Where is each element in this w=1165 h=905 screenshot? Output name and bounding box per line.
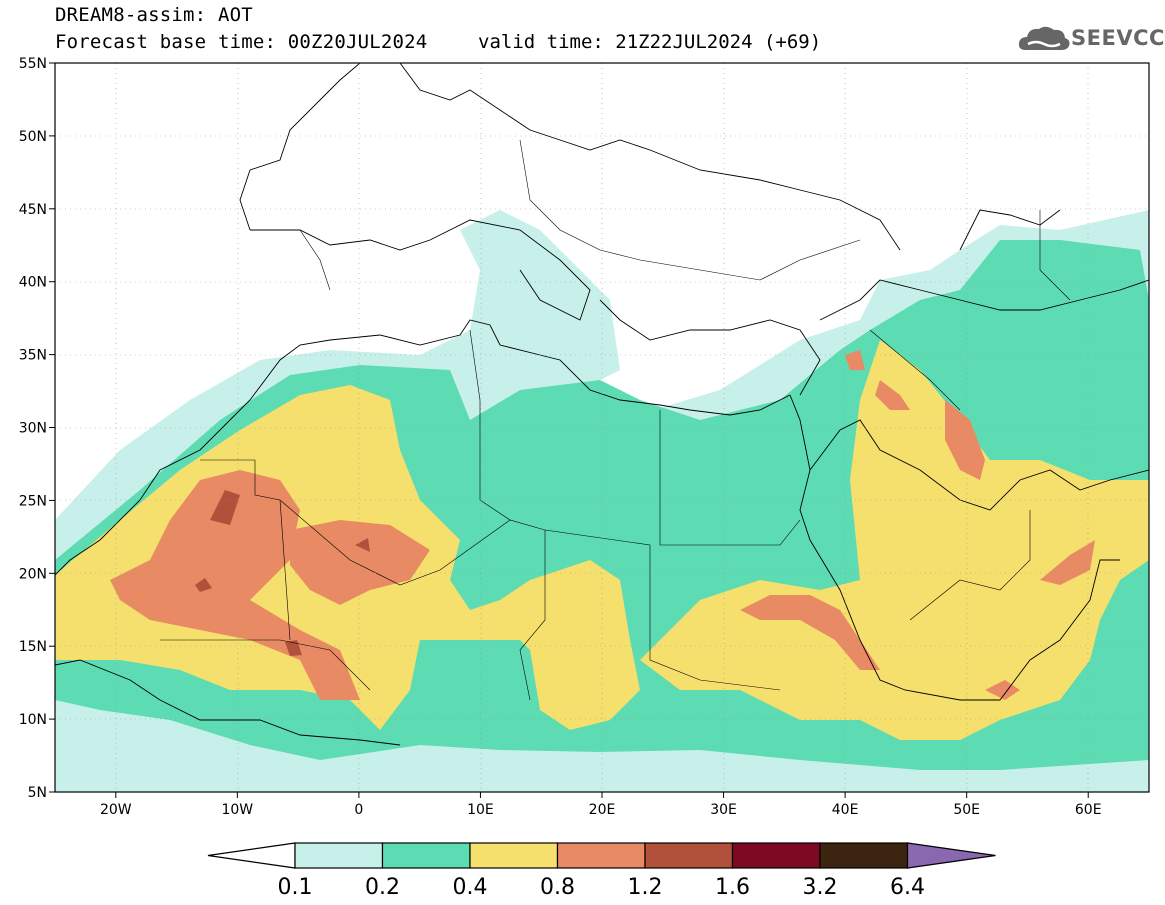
lat-label: 15N xyxy=(19,639,47,655)
colorbar-under-triangle xyxy=(207,842,296,869)
lon-label: 50E xyxy=(953,802,980,818)
aot-contour-0.8-f xyxy=(1040,540,1095,585)
colorbar-over-triangle xyxy=(906,842,996,869)
lat-label: 10N xyxy=(19,712,47,728)
longitude-axis: 20W 10W 0 10E 20E 30E 40E 50E 60E xyxy=(100,792,1102,818)
colorbar-level-label: 0.1 xyxy=(278,875,313,900)
colorbar-bin xyxy=(644,842,734,869)
lat-label: 50N xyxy=(19,129,47,145)
lon-label: 60E xyxy=(1075,802,1102,818)
aot-contour-1.2-c xyxy=(355,538,370,552)
aot-contour-1.2 xyxy=(210,490,240,525)
lat-label: 35N xyxy=(19,348,47,364)
aot-contour-0.4-east xyxy=(640,340,1149,740)
lon-label: 40E xyxy=(832,802,859,818)
lon-label: 10W xyxy=(221,802,253,818)
colorbar-level-label: 0.4 xyxy=(453,875,488,900)
aot-contour-1.2-d xyxy=(285,640,302,656)
aot-contour-0.8-b xyxy=(290,520,430,605)
latitude-axis: 55N 50N 45N 40N 35N 30N 25N 20N 15N 10N 5N xyxy=(19,56,55,801)
lat-label: 30N xyxy=(19,421,47,437)
lat-label: 55N xyxy=(19,56,47,72)
lon-label: 0 xyxy=(354,802,363,818)
aot-contour-1.2-b xyxy=(195,578,212,592)
colorbar-level-label: 1.6 xyxy=(715,875,750,900)
aot-contour-0.8-d xyxy=(875,380,910,410)
colorbar-bin xyxy=(556,842,646,869)
lon-label: 20E xyxy=(589,802,616,818)
logo-text: SEEVCCC xyxy=(1071,26,1165,50)
colorbar-level-label: 0.2 xyxy=(365,875,400,900)
colorbar-bin xyxy=(381,842,471,869)
coastlines xyxy=(55,63,1149,746)
lat-label: 5N xyxy=(28,785,47,801)
colorbar-bin xyxy=(731,842,821,869)
lon-label: 30E xyxy=(710,802,737,818)
colorbar-bin xyxy=(294,842,384,869)
lat-label: 40N xyxy=(19,275,47,291)
colorbar-bin xyxy=(469,842,559,869)
lat-label: 20N xyxy=(19,566,47,582)
aot-contour-0.8-e xyxy=(945,400,985,480)
seevccc-logo: SEEVCCC xyxy=(1016,22,1165,56)
valid-time: valid time: 21Z22JUL2024 (+69) xyxy=(478,31,822,53)
aot-contour-0.8-c xyxy=(740,595,880,670)
title-line-1: DREAM8-assim: AOT xyxy=(55,4,253,26)
colorbar-level-label: 1.2 xyxy=(628,875,663,900)
colorbar-level-label: 0.8 xyxy=(540,875,575,900)
forecast-base-time: Forecast base time: 00Z20JUL2024 xyxy=(55,31,428,53)
lat-label: 25N xyxy=(19,493,47,509)
lat-label: 45N xyxy=(19,202,47,218)
country-borders xyxy=(160,139,1071,701)
colorbar-level-label: 3.2 xyxy=(803,875,838,900)
colorbar-bin xyxy=(819,842,909,869)
colorbar-level-label: 6.4 xyxy=(890,875,925,900)
lon-label: 20W xyxy=(100,802,132,818)
cloud-icon xyxy=(1018,26,1070,50)
lon-label: 10E xyxy=(467,802,494,818)
